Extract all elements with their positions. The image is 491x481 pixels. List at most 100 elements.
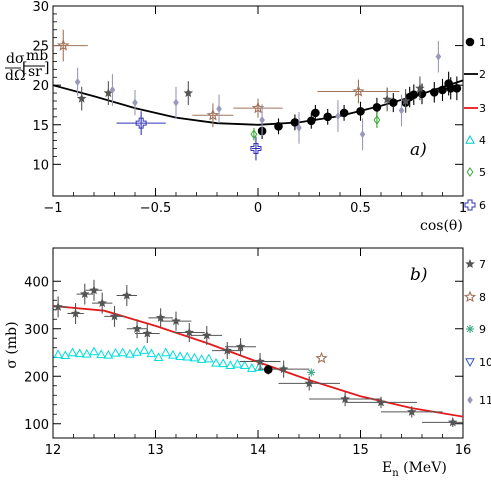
data-point-series-cyan — [110, 347, 121, 357]
data-point-series-11 — [335, 112, 341, 121]
data-point-series-cyan — [81, 348, 92, 358]
data-point-series-7 — [171, 316, 181, 326]
legend-label-2: 2 — [479, 68, 486, 81]
data-point-series-7 — [202, 330, 212, 340]
data-point-series-cyan — [146, 348, 157, 358]
data-point-series-7 — [80, 289, 90, 299]
data-point-series-5 — [250, 129, 258, 140]
legend-marker-9 — [466, 325, 474, 333]
data-point-series-cyan — [203, 353, 214, 363]
panel-b-label: b) — [410, 265, 428, 285]
data-point-series-7 — [97, 298, 107, 308]
data-point-series-6 — [135, 117, 147, 129]
panel-b: 12 13 14 15 16 100 200 300 400 b) σ (mb) En (MeV… — [4, 247, 471, 479]
data-point-series-7 — [184, 327, 195, 337]
data-point-series-7 — [222, 345, 232, 355]
y-tick-label: 15 — [32, 119, 49, 134]
legend-label-5: 5 — [479, 166, 486, 179]
data-point-series-cyan — [153, 352, 164, 361]
panel-b-ylabel: σ (mb) — [4, 321, 20, 368]
data-point-series-7 — [448, 417, 458, 427]
data-point-series-1 — [311, 108, 320, 118]
data-point-series-11 — [359, 130, 366, 139]
data-point-series-9 — [307, 368, 316, 377]
data-point-series-cyan — [132, 346, 142, 356]
data-point-series-6 — [250, 143, 262, 154]
data-point-series-cyan — [247, 363, 257, 372]
data-point-series-11 — [109, 85, 116, 94]
y-tick-label: 30 — [32, 0, 49, 15]
y-tick-label: 200 — [24, 370, 49, 385]
data-point-series-cyan — [168, 349, 178, 359]
data-point-series-7 — [122, 290, 132, 300]
xlabel-unit: (MeV) — [399, 460, 447, 476]
legend-marker-7 — [465, 259, 475, 268]
legend-label-7: 7 — [479, 258, 486, 271]
legend-marker-6 — [464, 199, 476, 211]
panel-b-xlabel: En (MeV) — [382, 460, 447, 479]
data-point-series-cyan — [182, 351, 193, 361]
data-point-series-cyan — [89, 346, 99, 356]
data-point-series-7 — [235, 341, 246, 351]
legend-label-8: 8 — [479, 291, 486, 304]
data-point-series-cyan — [74, 348, 85, 358]
data-point-series-7 — [278, 364, 289, 374]
data-point-series-cyan — [211, 357, 221, 367]
legend-marker-10 — [465, 358, 475, 368]
data-point-series-cyan — [218, 358, 228, 368]
ylabel-unit-sr: sr — [28, 64, 42, 80]
x-tick-label: 14 — [250, 443, 267, 458]
data-point-series-7 — [407, 406, 417, 416]
legend-label-9: 9 — [479, 323, 486, 336]
y-tick-label: 10 — [32, 158, 49, 173]
data-point-series-11 — [435, 52, 442, 61]
data-point-series-cyan — [67, 347, 78, 357]
legend: 1 2 3 4 5 6 7 8 9 10 11 — [463, 36, 491, 407]
x-tick-label: 15 — [352, 443, 369, 458]
data-point-series-7 — [53, 301, 63, 311]
data-point-series-11 — [398, 106, 405, 115]
x-tick-label: −1 — [43, 201, 62, 216]
ylabel-unit-mb: mb — [26, 48, 48, 64]
y-tick-label: 100 — [24, 418, 49, 433]
data-point-series-cyan — [239, 360, 250, 370]
legend-marker-4 — [465, 134, 475, 144]
data-point-series-cyan — [196, 354, 207, 363]
y-tick-label: 400 — [24, 275, 49, 290]
legend-label-4: 4 — [479, 134, 486, 147]
panel-a-xlabel: cos(θ) — [420, 218, 463, 234]
data-point-series-11 — [74, 78, 81, 86]
xlabel-sub-n: n — [392, 468, 399, 479]
data-point-series-11 — [259, 116, 265, 124]
data-point-series-7 — [255, 356, 265, 366]
xlabel-e: E — [382, 460, 392, 476]
data-point-series-11 — [216, 104, 222, 113]
x-tick-label: 13 — [147, 443, 164, 458]
data-point-series-7 — [132, 323, 142, 333]
data-point-series-cyan — [103, 349, 114, 359]
data-point-series-cyan — [53, 349, 63, 359]
data-point-series-8 — [206, 108, 220, 121]
data-point-series-7 — [304, 378, 314, 388]
x-tick-label: 0.5 — [350, 201, 371, 216]
curve-series-2 — [53, 79, 463, 126]
data-point-series-11 — [296, 123, 302, 132]
data-point-series-8 — [352, 84, 365, 97]
data-point-series-1 — [263, 365, 273, 374]
data-point-series-7 — [415, 83, 425, 93]
legend-label-3: 3 — [479, 102, 486, 115]
y-tick-label: 20 — [32, 79, 49, 94]
data-point-series-7 — [89, 285, 99, 295]
svg-text:]: ] — [44, 60, 49, 76]
data-point-series-cyan — [225, 360, 236, 370]
data-point-series-cyan — [189, 352, 200, 362]
legend-marker-5 — [466, 167, 474, 177]
x-tick-label: 1 — [459, 201, 467, 216]
x-tick-label: 12 — [45, 443, 62, 458]
legend-marker-1 — [465, 37, 475, 47]
data-point-series-7 — [183, 88, 194, 98]
panel-a: −1 −0.5 0 0.5 1 10 15 20 25 30 a) dσ dΩ mb sr [ ]… — [5, 0, 467, 234]
data-point-series-7 — [376, 397, 386, 407]
legend-label-1: 1 — [479, 36, 486, 49]
